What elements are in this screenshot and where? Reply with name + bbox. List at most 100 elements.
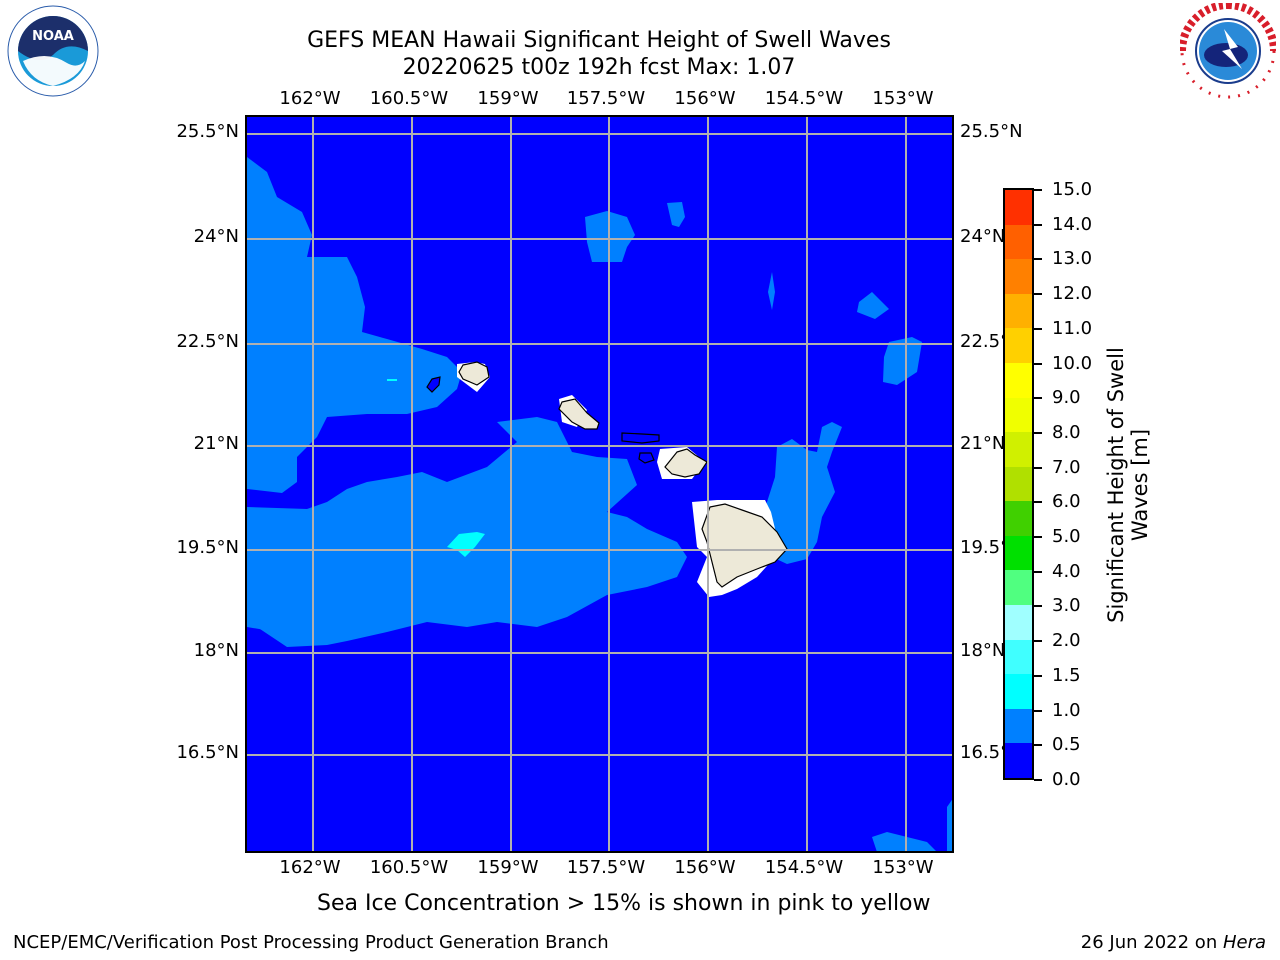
nws-logo [1178,1,1278,99]
colorbar-tick [1034,327,1042,330]
swell-0.5-1.0-region [247,157,952,851]
colorbar-tick [1034,674,1042,677]
colorbar-tick [1034,536,1042,539]
island-molokai [621,432,660,444]
lat-label-right: 24°N [960,226,1006,247]
islands [426,361,788,588]
footer-date: 26 Jun 2022 on Hera [1081,932,1266,954]
lon-label-top: 154.5°W [764,88,844,109]
colorbar-segment [1005,224,1032,260]
colorbar-tick-label: 13.0 [1052,248,1093,270]
lat-label-right: 18°N [960,640,1006,661]
lat-label-left: 24°N [193,226,239,247]
lat-label-left: 18°N [193,640,239,661]
colorbar-tick [1034,293,1042,296]
colorbar-tick-label: 0.5 [1052,734,1081,756]
colorbar-segment [1005,535,1032,571]
colorbar-tick [1034,744,1042,747]
colorbar-tick [1034,223,1042,226]
colorbar-tick [1034,397,1042,400]
footer-machine: Hera [1222,932,1266,953]
colorbar-tick-label: 12.0 [1052,283,1093,305]
lat-label-left: 19.5°N [176,537,239,558]
island-lanai [638,452,655,464]
lat-label-left: 22.5°N [176,331,239,352]
colorbar-segment [1005,466,1032,502]
colorbar-title: Significant Height of Swell Waves [m] [1104,347,1152,623]
lon-label-top: 156°W [674,88,736,109]
colorbar-segment [1005,742,1032,778]
lat-label-right: 21°N [960,433,1006,454]
colorbar-tick [1034,189,1042,191]
colorbar-tick [1034,258,1042,261]
colorbar-segment [1005,327,1032,363]
colorbar-tick-label: 4.0 [1052,560,1081,582]
colorbar-tick-label: 1.0 [1052,699,1081,721]
lat-label-right: 25.5°N [960,121,1023,142]
footer-date-text: 26 Jun 2022 on [1080,932,1223,953]
colorbar-tick-label: 14.0 [1052,213,1093,235]
footer-credit: NCEP/EMC/Verification Post Processing Pr… [13,932,609,953]
svg-text:NOAA: NOAA [32,29,74,44]
lon-label-bottom: 153°W [872,857,934,878]
lon-label-top: 157.5°W [566,88,646,109]
colorbar-segment [1005,500,1032,536]
colorbar-tick-label: 5.0 [1052,526,1081,548]
lat-label-left: 25.5°N [176,121,239,142]
island-niihau [426,376,441,393]
swell-height-map[interactable] [245,115,954,853]
colorbar-segment [1005,431,1032,467]
lon-label-bottom: 162°W [279,857,341,878]
colorbar-segment [1005,397,1032,433]
colorbar [1003,188,1034,780]
colorbar-tick [1034,362,1042,365]
colorbar-segment [1005,293,1032,329]
colorbar-segment [1005,673,1032,709]
colorbar-tick-label: 2.0 [1052,630,1081,652]
lon-label-bottom: 156°W [674,857,736,878]
lon-label-bottom: 160.5°W [369,857,449,878]
colorbar-segment [1005,639,1032,675]
colorbar-tick [1034,709,1042,712]
island-maui [664,448,708,478]
sea-ice-note: Sea Ice Concentration > 15% is shown in … [317,891,931,916]
colorbar-tick [1034,640,1042,643]
map-title: GEFS MEAN Hawaii Significant Height of S… [307,28,891,53]
colorbar-tick-label: 6.0 [1052,491,1081,513]
island-oahu [558,398,600,430]
lon-label-top: 160.5°W [369,88,449,109]
colorbar-segment [1005,362,1032,398]
colorbar-tick-label: 8.0 [1052,421,1081,443]
colorbar-segment [1005,604,1032,640]
colorbar-tick [1034,605,1042,608]
noaa-logo: NOAA [7,5,99,97]
colorbar-tick [1034,570,1042,573]
lon-label-bottom: 154.5°W [764,857,844,878]
colorbar-segment [1005,708,1032,744]
colorbar-tick-label: 15.0 [1052,179,1093,200]
graticule [247,117,952,851]
colorbar-tick-label: 7.0 [1052,456,1081,478]
colorbar-tick [1034,501,1042,504]
lon-label-bottom: 157.5°W [566,857,646,878]
colorbar-tick [1034,431,1042,434]
colorbar-tick-label: 10.0 [1052,352,1093,374]
lon-label-top: 153°W [872,88,934,109]
lon-label-top: 162°W [279,88,341,109]
colorbar-segment [1005,258,1032,294]
map-subtitle: 20220625 t00z 192h fcst Max: 1.07 [402,55,796,80]
lon-label-top: 159°W [477,88,539,109]
lon-label-bottom: 159°W [477,857,539,878]
lat-label-left: 16.5°N [176,742,239,763]
colorbar-tick [1034,466,1042,469]
swell-1.0-1.5-region [387,379,485,557]
lat-label-left: 21°N [193,433,239,454]
colorbar-tick-label: 0.0 [1052,769,1081,790]
island-kauai [458,361,490,386]
colorbar-segment [1005,569,1032,606]
colorbar-tick-label: 11.0 [1052,317,1093,339]
colorbar-segment [1005,189,1032,225]
colorbar-tick-label: 3.0 [1052,595,1081,617]
colorbar-tick [1034,779,1042,781]
colorbar-tick-label: 9.0 [1052,387,1081,409]
